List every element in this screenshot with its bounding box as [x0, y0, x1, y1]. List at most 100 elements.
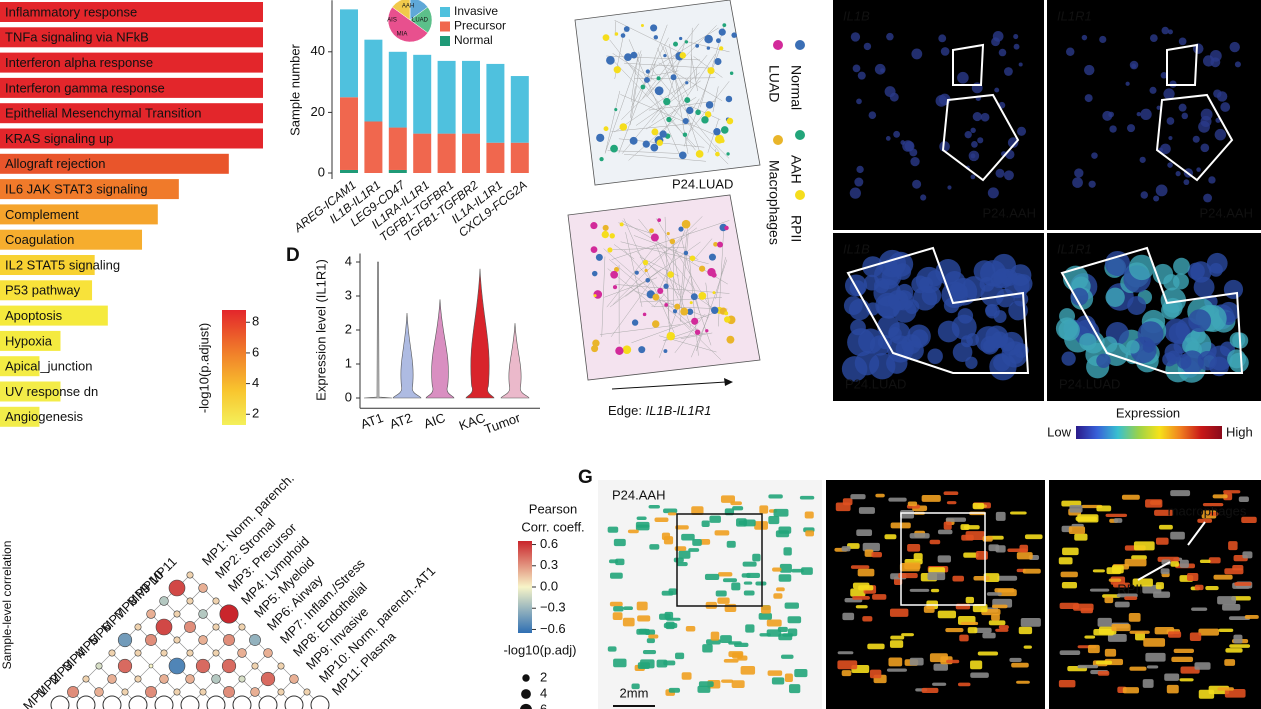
tissue — [1058, 557, 1073, 565]
y-tick-label: 3 — [345, 287, 352, 302]
cell — [686, 106, 694, 115]
tissue — [1061, 500, 1082, 507]
edge — [642, 23, 700, 99]
correlation-bubble — [250, 687, 260, 697]
correlation-bubble — [95, 662, 103, 670]
bar — [0, 280, 93, 301]
tissue — [740, 666, 756, 675]
expression-spot — [911, 48, 923, 60]
edge — [696, 259, 728, 352]
cell — [650, 143, 659, 152]
cell — [603, 126, 609, 132]
correlation-bubble — [185, 674, 195, 684]
bar-segment — [388, 127, 407, 170]
diagonal-cell — [76, 695, 96, 709]
tissue — [1171, 656, 1194, 662]
colorbar-title: Expression — [1116, 405, 1180, 420]
cell — [720, 126, 729, 134]
tissue — [998, 625, 1009, 630]
bar — [0, 204, 158, 225]
tissue — [937, 610, 957, 619]
category-label: Interferon alpha response — [5, 55, 153, 70]
tissue — [886, 668, 907, 672]
tissue — [627, 529, 639, 534]
tissue — [921, 687, 939, 693]
tissue — [766, 629, 782, 637]
tissue — [900, 509, 915, 519]
cell — [669, 238, 676, 245]
violin — [425, 299, 455, 399]
expression-spot — [856, 165, 864, 174]
tissue — [986, 592, 1002, 596]
tissue — [982, 632, 996, 639]
tissue — [1224, 689, 1246, 698]
cell — [643, 76, 650, 83]
tissue — [1233, 634, 1243, 644]
correlation-bubble — [168, 579, 186, 597]
category-label: Epithelial Mesenchymal Transition — [5, 106, 202, 121]
tissue — [799, 495, 815, 500]
correlation-bubble — [173, 610, 181, 618]
expression-spot — [1109, 125, 1117, 133]
expression-spot — [1181, 112, 1189, 120]
bar — [0, 330, 61, 351]
cell — [656, 139, 663, 146]
tissue — [1122, 687, 1140, 694]
bar-segment — [413, 54, 432, 134]
bar-segment — [437, 133, 456, 173]
tissue — [1179, 678, 1194, 682]
tissue — [1131, 555, 1147, 560]
edge — [628, 118, 676, 161]
cell — [603, 231, 607, 236]
category-label: Coagulation — [5, 232, 74, 247]
expression-spot — [1079, 333, 1097, 351]
correlation-bubble — [277, 688, 285, 696]
expression-spot — [1216, 91, 1228, 102]
cell — [606, 56, 615, 65]
tissue — [1217, 687, 1234, 691]
tissue — [841, 546, 851, 552]
cell — [673, 41, 678, 47]
correlation-bubble — [186, 571, 194, 579]
legend-dot — [795, 190, 805, 200]
tissue — [850, 494, 866, 500]
tissue — [872, 594, 887, 600]
expression-spot — [1126, 340, 1140, 354]
tissue — [1164, 673, 1180, 681]
tissue — [700, 538, 711, 545]
edge — [656, 229, 686, 296]
expression-spot — [850, 319, 866, 336]
expression-spot — [1013, 43, 1020, 50]
colorbar-title: -log10(p.adjust) — [196, 323, 211, 413]
correlation-bubble — [184, 621, 196, 633]
cell — [689, 255, 696, 262]
cell — [615, 346, 624, 355]
cell — [593, 294, 597, 298]
cell — [663, 283, 669, 289]
cell — [698, 291, 707, 300]
correlation-bubble — [145, 686, 157, 698]
edge-prefix: Edge: — [608, 403, 646, 418]
tissue — [946, 501, 957, 505]
pie-slice — [391, 0, 411, 21]
region-outline — [1155, 43, 1234, 182]
tissue — [759, 505, 769, 514]
arrow-head — [724, 378, 733, 386]
bar-segment — [462, 133, 480, 173]
violin — [392, 312, 422, 399]
cell — [651, 320, 660, 328]
tissue — [649, 544, 660, 550]
cell — [678, 151, 687, 160]
cell — [653, 35, 659, 40]
tissue — [1016, 680, 1030, 684]
tissue — [675, 652, 685, 660]
edge — [654, 293, 665, 306]
expression-spot — [910, 156, 920, 167]
tissue — [706, 639, 721, 645]
diagonal-cell — [102, 695, 122, 709]
cell — [650, 233, 659, 242]
tissue — [668, 588, 677, 595]
tissue — [723, 659, 739, 663]
cell — [634, 270, 639, 275]
expression-spot — [1196, 167, 1201, 172]
